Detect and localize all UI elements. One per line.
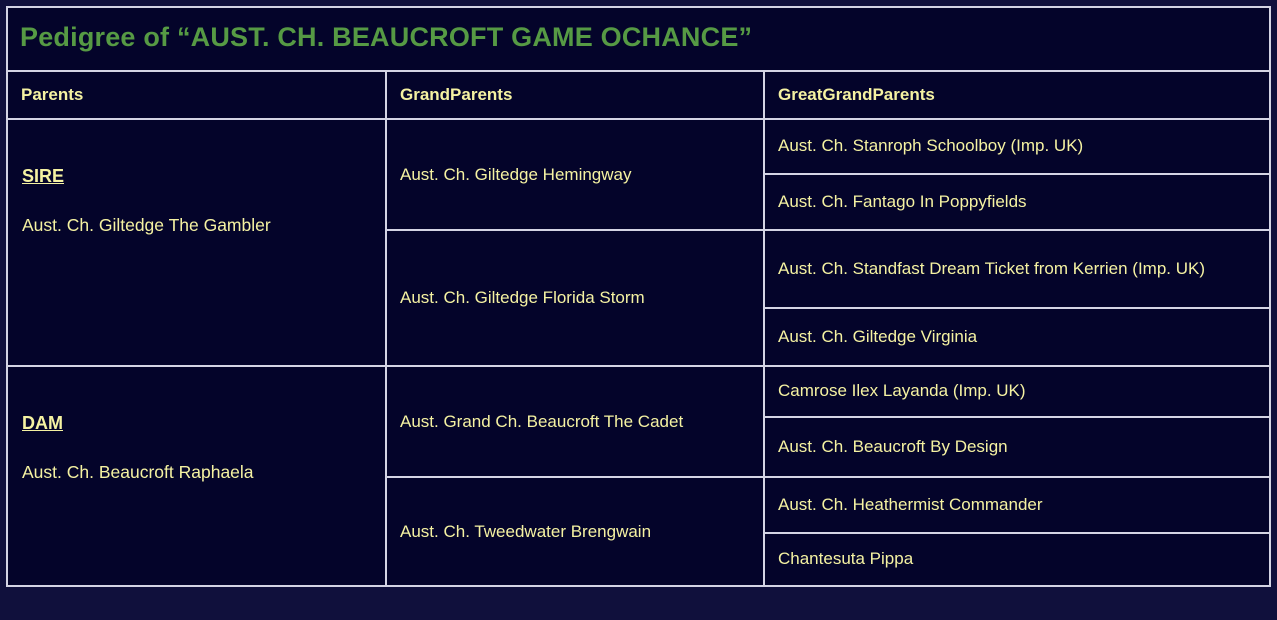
greatgrandparent-cell-6: Aust. Ch. Beaucroft By Design	[762, 416, 1272, 478]
sire-cell: SIRE Aust. Ch. Giltedge The Gambler	[6, 118, 387, 367]
column-header-greatgrandparents: GreatGrandParents	[762, 70, 1272, 120]
table-row: Aust. Ch. Fantago In Poppyfields	[7, 173, 1272, 231]
table-row: DAM Aust. Ch. Beaucroft Raphaela Aust. G…	[6, 365, 1272, 587]
grandparent-cell-sire-1: Aust. Ch. Giltedge Hemingway	[385, 118, 765, 231]
dam-cell: DAM Aust. Ch. Beaucroft Raphaela	[6, 365, 387, 587]
greatgrandparent-cell-1: Aust. Ch. Stanroph Schoolboy (Imp. UK)	[762, 118, 1272, 175]
pedigree-table: Pedigree of “AUST. CH. BEAUCROFT GAME OC…	[5, 6, 1272, 587]
table-row: Aust. Ch. Giltedge Florida Storm Aust. C…	[7, 229, 1272, 367]
title-cell: Pedigree of “AUST. CH. BEAUCROFT GAME OC…	[5, 6, 1272, 72]
greatgrandparent-cell-2: Aust. Ch. Fantago In Poppyfields	[762, 173, 1272, 231]
table-row: Aust. Ch. Tweedwater Brengwain Aust. Ch.…	[7, 476, 1272, 587]
dam-label: DAM	[22, 413, 63, 433]
greatgrandparent-cell-4: Aust. Ch. Giltedge Virginia	[762, 307, 1272, 367]
page-title: Pedigree of “AUST. CH. BEAUCROFT GAME OC…	[20, 22, 753, 52]
header-row: Parents GrandParents GreatGrandParents	[6, 70, 1272, 120]
greatgrandparent-cell-3: Aust. Ch. Standfast Dream Ticket from Ke…	[762, 229, 1272, 309]
greatgrandparent-cell-5: Camrose Ilex Layanda (Imp. UK)	[762, 365, 1272, 418]
dam-name: Aust. Ch. Beaucroft Raphaela	[22, 462, 254, 482]
column-header-grandparents: GrandParents	[385, 70, 765, 120]
sire-label: SIRE	[22, 166, 65, 186]
table-row: Chantesuta Pippa	[7, 532, 1272, 587]
greatgrandparent-cell-8: Chantesuta Pippa	[762, 532, 1272, 587]
title-row: Pedigree of “AUST. CH. BEAUCROFT GAME OC…	[5, 6, 1272, 72]
table-row: Aust. Ch. Giltedge Virginia	[7, 307, 1272, 367]
table-row: SIRE Aust. Ch. Giltedge The Gambler Aust…	[6, 118, 1272, 367]
column-header-parents: Parents	[6, 70, 387, 120]
greatgrandparent-cell-7: Aust. Ch. Heathermist Commander	[762, 476, 1272, 534]
grandparent-cell-sire-2: Aust. Ch. Giltedge Florida Storm	[385, 229, 765, 367]
grandparent-cell-dam-2: Aust. Ch. Tweedwater Brengwain	[385, 476, 765, 587]
sire-name: Aust. Ch. Giltedge The Gambler	[22, 215, 271, 235]
table-row: Aust. Ch. Beaucroft By Design	[7, 416, 1272, 478]
grandparent-cell-dam-1: Aust. Grand Ch. Beaucroft The Cadet	[385, 365, 765, 478]
